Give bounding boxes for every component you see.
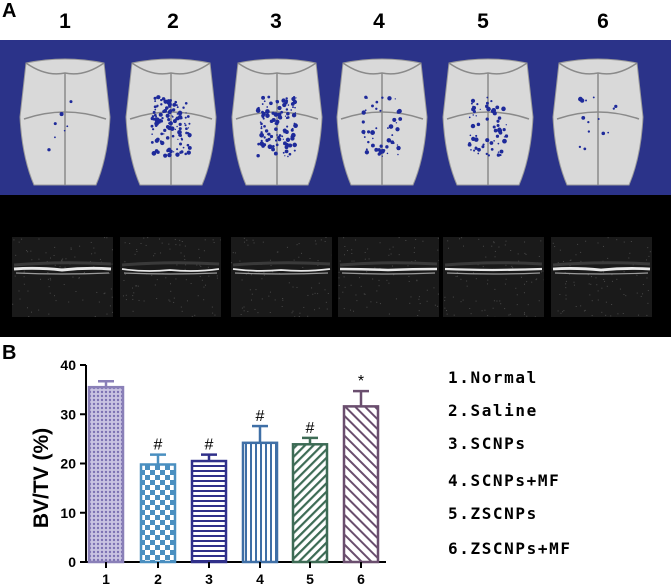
skull-reconstruction-3 [231,58,323,186]
x-tick-label: 5 [306,571,314,584]
bv-tv-bar-chart: BV/TV (%) 0 10 20 30 40 # # # # * 1 2 3 4 5 6 [30,357,386,584]
significance-marker: # [205,437,214,454]
x-tick-label: 3 [205,571,213,584]
panel-b-label: B [2,342,17,364]
column-number-2: 2 [167,10,179,33]
significance-marker: # [154,437,163,454]
x-tick-label: 1 [102,571,110,584]
bar-group-6 [342,405,380,564]
cross-section-3 [231,237,332,317]
x-tick-label: 2 [154,571,162,584]
legend-item-6: 6.ZSCNPs+MF [448,539,572,558]
skull-reconstruction-4 [336,58,428,186]
legend-item-3: 3.SCNPs [448,434,527,453]
skull-reconstruction-6 [552,58,644,186]
x-tick-label: 6 [357,571,365,584]
skull-cross-section-strip [0,197,671,337]
skull-reconstruction-1 [19,58,111,186]
significance-marker: * [358,373,364,390]
bar-group-2 [139,463,177,564]
y-tick-label: 40 [60,357,76,373]
y-axis-label: BV/TV (%) [30,428,53,528]
panel-a-label: A [2,0,17,22]
y-tick-label: 0 [68,554,76,570]
column-number-4: 4 [373,10,385,33]
legend-item-2: 2.Saline [448,401,538,420]
cross-section-2 [120,237,221,317]
bar-group-1 [87,385,125,564]
bar-group-5 [291,443,329,564]
y-tick-label: 10 [60,505,76,521]
legend-item-4: 4.SCNPs+MF [448,471,561,490]
significance-marker: # [306,420,315,437]
y-tick-label: 30 [60,406,76,422]
bar-group-3 [190,459,228,564]
bar-group-4 [241,441,279,564]
skull-3d-reconstruction-strip [0,40,671,195]
skull-reconstruction-5 [442,58,534,186]
cross-section-6 [551,237,652,317]
column-number-1: 1 [59,10,71,33]
column-number-3: 3 [270,10,282,33]
y-tick-label: 20 [60,456,76,472]
skull-reconstruction-2 [125,58,217,186]
x-tick-label: 4 [256,571,264,584]
cross-section-1 [12,237,113,317]
column-number-5: 5 [477,10,489,33]
column-number-6: 6 [597,10,609,33]
cross-section-4 [338,237,439,317]
legend-item-5: 5.ZSCNPs [448,504,538,523]
cross-section-5 [443,237,544,317]
significance-marker: # [256,408,265,425]
micro-ct-image-panel [0,40,671,337]
legend-item-1: 1.Normal [448,368,538,387]
